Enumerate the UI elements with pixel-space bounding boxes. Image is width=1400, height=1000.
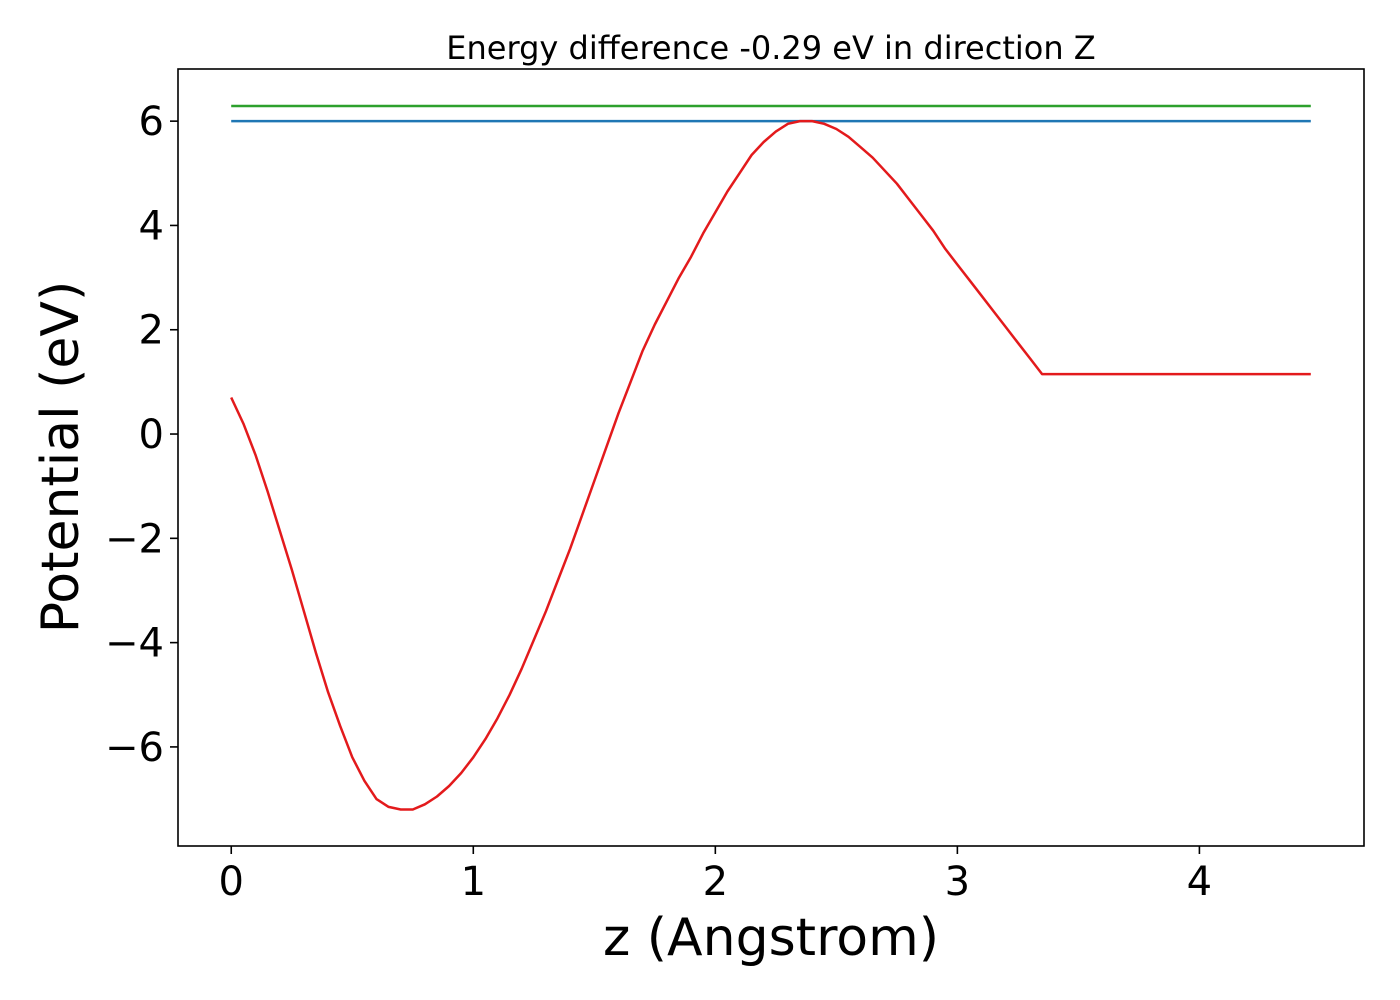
y-tick-label: −4 bbox=[105, 621, 164, 667]
y-axis-label: Potential (eV) bbox=[31, 281, 91, 633]
y-tick-label: 2 bbox=[139, 308, 164, 354]
x-tick-label: 0 bbox=[219, 859, 244, 905]
x-tick-label: 1 bbox=[461, 859, 486, 905]
plot-area bbox=[230, 104, 1311, 811]
y-axis: −6 −4 −2 0 2 4 6 bbox=[105, 99, 178, 771]
x-axis: 0 1 2 3 4 bbox=[219, 846, 1212, 905]
x-axis-label: z (Angstrom) bbox=[603, 908, 939, 968]
x-tick-label: 2 bbox=[703, 859, 728, 905]
chart-title: Energy difference -0.29 eV in direction … bbox=[446, 29, 1095, 67]
y-tick-label: 6 bbox=[139, 99, 164, 145]
x-tick-label: 4 bbox=[1187, 859, 1212, 905]
y-tick-label: 4 bbox=[139, 203, 164, 249]
y-tick-label: 0 bbox=[139, 412, 164, 458]
series-line-potential bbox=[230, 119, 1311, 811]
plot-frame bbox=[177, 68, 1365, 847]
y-tick-label: −2 bbox=[105, 516, 164, 562]
x-tick-label: 3 bbox=[945, 859, 970, 905]
y-tick-label: −6 bbox=[105, 725, 164, 771]
